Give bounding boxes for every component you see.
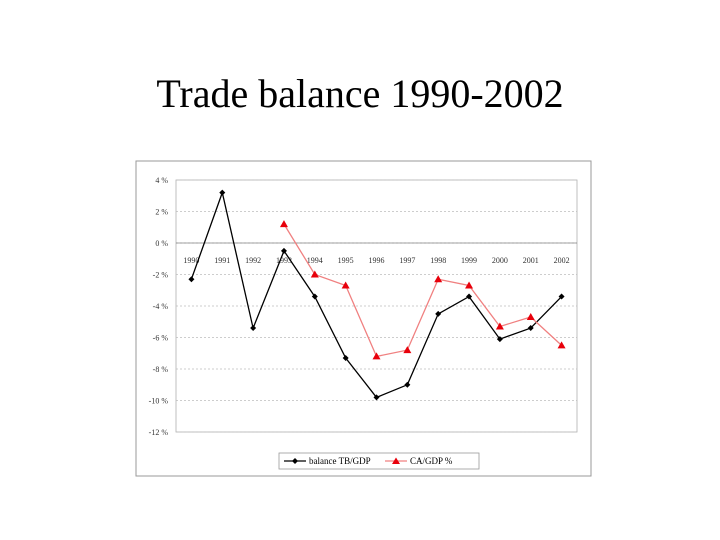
legend-label-ca: CA/GDP % [410, 456, 453, 466]
series-line-ca [283, 223, 563, 358]
legend-box [278, 452, 480, 470]
x-tick-labels: 1990 1991 1992 1993 1994 1995 1996 1997 1998 1999… [183, 256, 569, 265]
data-point-balance [188, 276, 195, 283]
x-tick-label: 1993 [276, 256, 292, 265]
data-point-balance [404, 381, 411, 388]
data-point-ca [465, 281, 474, 289]
data-point-ca [557, 341, 566, 349]
legend: balance TB/GDP CA/GDP % [278, 452, 480, 470]
data-point-balance [342, 354, 349, 361]
y-tick-label: -10 % [149, 397, 169, 406]
data-point-ca [403, 346, 412, 354]
x-tick-label: 1994 [307, 256, 323, 265]
x-tick-label: 1996 [369, 256, 385, 265]
grid-lines [176, 179, 577, 433]
x-tick-label: 2001 [523, 256, 539, 265]
data-point-balance [496, 336, 503, 343]
x-tick-label: 1999 [461, 256, 477, 265]
data-point-balance [435, 310, 442, 317]
x-tick-label: 1998 [430, 256, 446, 265]
series-layer [188, 189, 566, 401]
slide-title: Trade balance 1990-2002 [156, 71, 564, 116]
data-point-balance [250, 325, 257, 332]
y-tick-label: -8 % [153, 365, 169, 374]
y-tick-labels: 4 % 2 % 0 % -2 % -4 % -6 % -8 % -10 % -12 % [149, 176, 169, 437]
legend-label-balance: balance TB/GDP [309, 456, 371, 466]
y-tick-label: 0 % [155, 239, 168, 248]
data-point-ca [372, 352, 381, 360]
x-tick-label: 1992 [245, 256, 261, 265]
data-point-balance [558, 293, 565, 300]
x-tick-label: 1991 [214, 256, 230, 265]
data-point-ca [526, 313, 535, 321]
data-point-balance [373, 394, 380, 401]
data-point-balance [466, 293, 473, 300]
x-tick-label: 2000 [492, 256, 508, 265]
data-point-ca [495, 322, 504, 330]
x-tick-label: 1997 [399, 256, 415, 265]
y-tick-label: -4 % [153, 302, 169, 311]
y-tick-label: 2 % [155, 208, 168, 217]
data-point-balance [311, 293, 318, 300]
data-point-ca [279, 220, 288, 228]
y-tick-label: -12 % [149, 428, 169, 437]
data-point-ca [341, 281, 350, 289]
data-point-balance [527, 325, 534, 332]
y-tick-label: -6 % [153, 334, 169, 343]
legend-marker-ca [392, 457, 400, 464]
legend-marker-balance [292, 458, 298, 464]
y-tick-label: -2 % [153, 271, 169, 280]
data-point-ca [310, 270, 319, 278]
data-point-ca [434, 275, 443, 283]
x-tick-label: 1990 [183, 256, 199, 265]
x-tick-label: 2002 [554, 256, 570, 265]
y-tick-label: 4 % [155, 176, 168, 185]
data-point-balance [219, 189, 226, 196]
data-point-balance [280, 247, 287, 254]
x-tick-label: 1995 [338, 256, 354, 265]
